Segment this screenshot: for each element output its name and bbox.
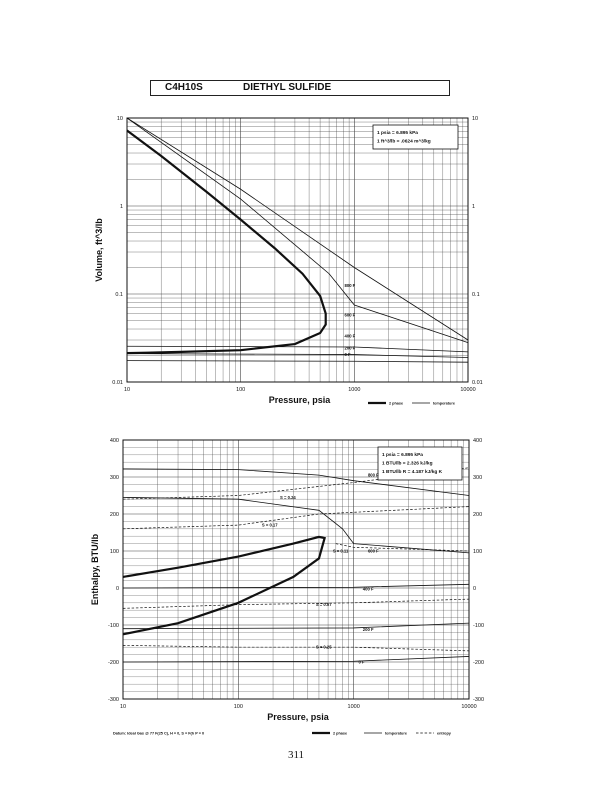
datum-note: Datum: Ideal Gas @ 77 F(25 C), H = 0, S … bbox=[113, 732, 204, 736]
y-tick-label-left: 0 bbox=[116, 586, 119, 592]
y-tick-label-left: -100 bbox=[108, 623, 119, 629]
curve-label: 200 F bbox=[345, 345, 356, 350]
y-tick-label-right: 1 bbox=[472, 204, 475, 210]
chart-header-box: C4H10S DIETHYL SULFIDE bbox=[150, 80, 450, 96]
curve-label: S = 0.24 bbox=[280, 495, 296, 500]
series-200-f bbox=[122, 622, 470, 630]
x-tick-label: 1000 bbox=[348, 387, 360, 393]
x-tick-label: 100 bbox=[234, 704, 243, 710]
plot-frame bbox=[126, 117, 469, 383]
x-tick-label: 10000 bbox=[460, 387, 475, 393]
x-axis-title: Pressure, psia bbox=[267, 712, 330, 722]
series-200-f bbox=[126, 353, 469, 358]
y-tick-label-right: -200 bbox=[473, 660, 484, 666]
units-note: 1 BTU/lb = 2.326 kJ/kg bbox=[382, 461, 433, 467]
y-tick-label-right: -100 bbox=[473, 623, 484, 629]
y-axis-title: Volume, ft^3/lb bbox=[94, 218, 104, 282]
series-2-phase bbox=[122, 535, 326, 636]
legend-label: temperature bbox=[433, 402, 455, 406]
curve-label: 400 F bbox=[345, 333, 356, 338]
page-number: 311 bbox=[287, 749, 305, 761]
legend-label: entropy bbox=[437, 732, 452, 736]
y-tick-label-right: 100 bbox=[473, 549, 482, 555]
y-tick-label-right: -300 bbox=[473, 697, 484, 703]
y-tick-label-left: 300 bbox=[110, 475, 119, 481]
units-note: 1 BTU/lb R = 4.187 kJ/kg K bbox=[382, 469, 443, 475]
x-tick-label: 10 bbox=[124, 387, 130, 393]
x-tick-label: 10000 bbox=[461, 704, 476, 710]
curve-label: 200 F bbox=[363, 627, 374, 632]
y-tick-label-right: 0 bbox=[473, 586, 476, 592]
curve-label: 400 F bbox=[363, 587, 374, 592]
header-formula: C4H10S bbox=[165, 82, 203, 93]
y-tick-label-right: 0.01 bbox=[472, 380, 483, 386]
y-tick-label-left: -200 bbox=[108, 660, 119, 666]
y-tick-label-right: 400 bbox=[473, 438, 482, 444]
x-tick-label: 100 bbox=[236, 387, 245, 393]
y-tick-label-right: 0.1 bbox=[472, 292, 480, 298]
units-note: 1 ft^3/lb = .0624 m^3/kg bbox=[377, 139, 431, 145]
series-0-f bbox=[126, 360, 469, 363]
y-axis-title: Enthalpy, BTU/lb bbox=[90, 533, 100, 605]
series-s-0-25 bbox=[122, 645, 470, 652]
units-note: 1 psia = 6.895 kPa bbox=[382, 452, 423, 458]
curve-label: S = 0.17 bbox=[262, 523, 278, 528]
x-tick-label: 10 bbox=[120, 704, 126, 710]
units-note-box bbox=[377, 446, 463, 481]
y-tick-label-right: 10 bbox=[472, 116, 478, 122]
curve-label: 600 F bbox=[368, 549, 379, 554]
curve-label: 600 F bbox=[345, 312, 356, 317]
series-s-0-07 bbox=[122, 598, 470, 609]
x-tick-label: 1000 bbox=[348, 704, 360, 710]
series-s-0-17 bbox=[122, 506, 470, 530]
y-tick-label-left: -300 bbox=[108, 697, 119, 703]
grid bbox=[126, 118, 468, 383]
y-tick-label-left: 1 bbox=[120, 204, 123, 210]
legend-label: temperature bbox=[385, 732, 407, 736]
curve-label: 0 F bbox=[345, 352, 351, 357]
y-tick-label-left: 0.01 bbox=[112, 380, 123, 386]
y-tick-label-right: 300 bbox=[473, 475, 482, 481]
series-s-0-11 bbox=[335, 543, 470, 552]
series-400-f bbox=[122, 583, 470, 589]
series-2-phase bbox=[126, 129, 327, 355]
curve-label: 800 F bbox=[368, 473, 379, 478]
x-axis-title: Pressure, psia bbox=[269, 395, 332, 405]
series-600-f bbox=[126, 117, 469, 344]
curve-label: 0 F bbox=[358, 660, 364, 665]
y-tick-label-left: 10 bbox=[117, 116, 123, 122]
y-tick-label-left: 200 bbox=[110, 512, 119, 518]
series-400-f bbox=[126, 345, 469, 353]
series-600-f bbox=[122, 496, 470, 554]
y-tick-label-left: 0.1 bbox=[115, 292, 123, 298]
curve-label: 800 F bbox=[345, 283, 356, 288]
legend-label: 2 phase bbox=[389, 402, 403, 406]
series-800-f bbox=[122, 468, 470, 496]
series-0-f bbox=[122, 656, 470, 663]
y-tick-label-left: 400 bbox=[110, 438, 119, 444]
series-800-f bbox=[126, 117, 469, 341]
units-note-box bbox=[372, 124, 459, 150]
y-tick-label-right: 200 bbox=[473, 512, 482, 518]
curve-label: S = 0.11 bbox=[333, 549, 349, 554]
legend-label: 2 phase bbox=[333, 732, 347, 736]
units-note: 1 psia = 6.895 kPa bbox=[377, 130, 418, 136]
plot-frame bbox=[122, 439, 470, 700]
curve-label: S = 0.25 bbox=[316, 645, 332, 650]
y-tick-label-left: 100 bbox=[110, 549, 119, 555]
curve-label: S = 0.07 bbox=[316, 602, 332, 607]
header-compound-name: DIETHYL SULFIDE bbox=[243, 82, 332, 93]
